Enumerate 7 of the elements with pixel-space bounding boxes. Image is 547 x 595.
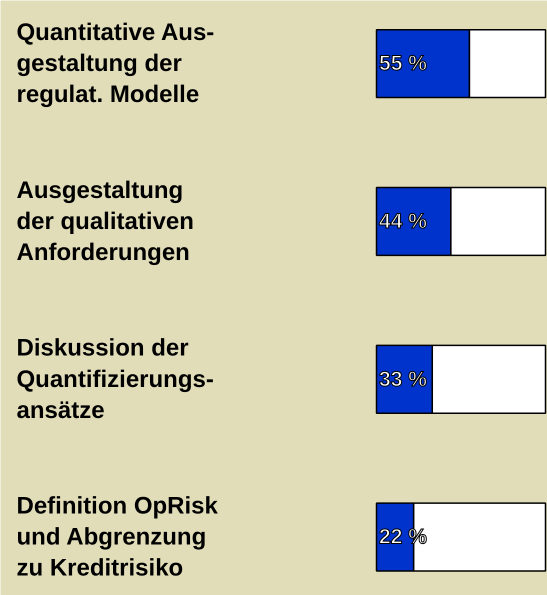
data-label: 33 %: [379, 368, 428, 391]
y-tick-label: Quantitative Aus- gestaltung der regulat. Modelle: [16, 19, 214, 108]
y-tick-label: Diskussion der Quantifizierungs- ansätze: [16, 334, 214, 424]
data-label: 44 %: [379, 210, 428, 233]
data-label: 55 %: [379, 52, 428, 76]
y-tick-label: Ausgestaltung der qualitativen Anforderungen: [16, 176, 194, 266]
y-tick-label: Definition OpRisk und Abgrenzung zu Kreditrisiko: [16, 492, 218, 582]
